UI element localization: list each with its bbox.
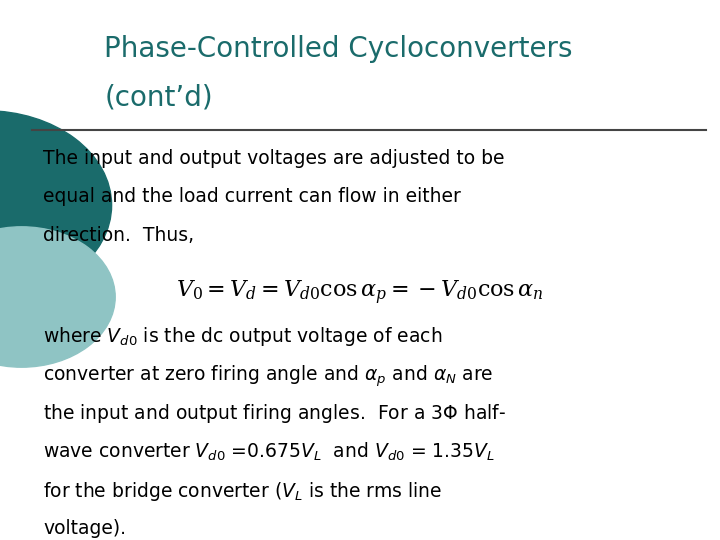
Text: $V_0 = V_d = V_{d0}\cos\alpha_p = -V_{d0}\cos\alpha_n$: $V_0 = V_d = V_{d0}\cos\alpha_p = -V_{d0… [176, 279, 544, 307]
Text: direction.  Thus,: direction. Thus, [43, 226, 194, 245]
Text: voltage).: voltage). [43, 519, 126, 538]
Circle shape [0, 111, 112, 300]
Text: where $V_{d0}$ is the dc output voltage of each: where $V_{d0}$ is the dc output voltage … [43, 325, 443, 348]
Circle shape [0, 227, 115, 367]
Text: the input and output firing angles.  For a 3$\Phi$ half-: the input and output firing angles. For … [43, 402, 506, 426]
Text: for the bridge converter ($V_L$ is the rms line: for the bridge converter ($V_L$ is the r… [43, 480, 443, 503]
Text: equal and the load current can flow in either: equal and the load current can flow in e… [43, 187, 461, 206]
Text: converter at zero firing angle and $\alpha_p$ and $\alpha_N$ are: converter at zero firing angle and $\alp… [43, 363, 494, 389]
Text: Phase-Controlled Cycloconverters: Phase-Controlled Cycloconverters [104, 35, 573, 63]
Text: The input and output voltages are adjusted to be: The input and output voltages are adjust… [43, 148, 505, 167]
Text: wave converter $V_{d0}$ =0.675$V_L$  and $V_{d0}$ = 1.35$V_L$: wave converter $V_{d0}$ =0.675$V_L$ and … [43, 441, 495, 463]
Text: (cont’d): (cont’d) [104, 84, 213, 112]
